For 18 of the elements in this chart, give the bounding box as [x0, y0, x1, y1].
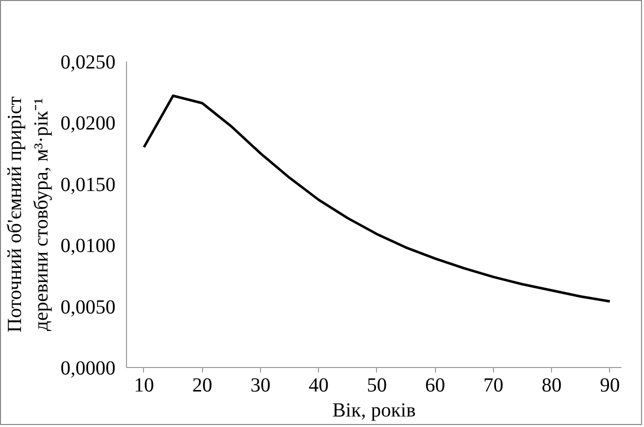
y-tick-label: 0,0200 [60, 112, 116, 135]
x-tick-label: 70 [483, 374, 504, 396]
y-tick-label: 0,0100 [60, 235, 116, 258]
x-tick-label: 30 [250, 374, 270, 396]
x-axis-title: Вік, років [332, 400, 416, 422]
x-tick-label: 60 [425, 374, 446, 396]
x-tick-label: 20 [192, 374, 212, 396]
x-tick-label: 10 [134, 374, 154, 396]
y-tick-label: 0,0250 [60, 52, 116, 74]
y-tick-label: 0,0150 [60, 174, 116, 196]
x-tick-label: 90 [600, 374, 620, 396]
x-tick-label: 40 [308, 374, 329, 396]
x-tick-label: 80 [542, 374, 562, 396]
line-series [142, 94, 612, 303]
y-axis-title: Поточний об'ємний приріст деревини стовбура, м³·рік⁻¹ [4, 96, 52, 333]
y-tick-label: 0,0050 [60, 296, 116, 318]
y-tick-label: 0,0000 [60, 358, 116, 380]
x-tick-label: 50 [366, 374, 387, 396]
